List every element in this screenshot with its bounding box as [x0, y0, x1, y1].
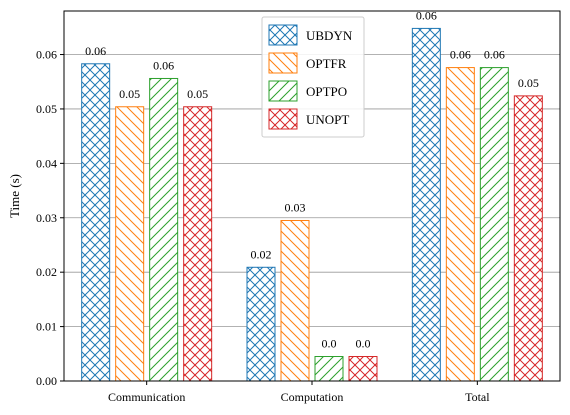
x-tick-label: Total	[465, 390, 490, 404]
bars	[81, 27, 543, 382]
bar-optpo-communication	[149, 77, 179, 382]
bar-optpo-computation	[314, 356, 344, 382]
legend-label-optpo: OPTPO	[306, 84, 347, 99]
y-axis-title: Time (s)	[7, 174, 22, 218]
legend-label-unopt: UNOPT	[306, 112, 349, 127]
bar-unopt-communication	[183, 106, 213, 382]
data-label: 0.0	[322, 337, 337, 351]
data-label: 0.06	[85, 44, 106, 58]
bar-optfr-computation	[280, 219, 310, 382]
y-tick-label: 0.04	[36, 156, 57, 170]
legend-swatch-ubdyn	[268, 24, 298, 46]
legend-label-ubdyn: UBDYN	[306, 28, 353, 43]
data-label: 0.06	[416, 8, 437, 22]
bar-unopt-total	[513, 95, 543, 382]
y-tick-label: 0.01	[36, 320, 57, 334]
y-tick-label: 0.06	[36, 48, 57, 62]
legend-label-optfr: OPTFR	[306, 56, 347, 71]
data-label: 0.0	[356, 337, 371, 351]
legend-box	[261, 16, 365, 138]
x-tick-label: Computation	[281, 390, 344, 404]
bar-ubdyn-communication	[81, 63, 111, 382]
data-label: 0.03	[285, 200, 306, 214]
legend-swatch-unopt	[268, 108, 298, 130]
bar-ubdyn-computation	[246, 266, 276, 382]
legend: UBDYN OPTFR OPTPO UNOPT	[261, 16, 365, 138]
data-labels: 0.06 0.05 0.06 0.05 0.02 0.03 0.0 0.0 0.06 0.06 0.…	[85, 8, 539, 350]
legend-swatch-optfr	[268, 52, 298, 74]
data-label: 0.05	[119, 87, 140, 101]
data-label: 0.06	[153, 58, 174, 72]
bar-ubdyn-total	[411, 27, 441, 382]
bar-unopt-computation	[348, 356, 378, 382]
y-tick-label: 0.02	[36, 265, 57, 279]
data-label: 0.06	[484, 48, 505, 62]
bar-optfr-communication	[115, 106, 145, 382]
y-tick-label: 0.03	[36, 211, 57, 225]
data-label: 0.05	[187, 87, 208, 101]
axes: 0.00 0.01 0.02 0.03 0.04 0.05 0.06 Communicatio…	[36, 10, 561, 404]
y-tick-label: 0.00	[36, 374, 57, 388]
data-label: 0.06	[450, 48, 471, 62]
y-tick-label: 0.05	[36, 102, 57, 116]
x-tick-label: Communication	[108, 390, 185, 404]
legend-swatch-optpo	[268, 80, 298, 102]
data-label: 0.05	[518, 76, 539, 90]
bar-optpo-total	[479, 67, 509, 382]
bar-optfr-total	[445, 67, 475, 382]
data-label: 0.02	[251, 247, 272, 261]
